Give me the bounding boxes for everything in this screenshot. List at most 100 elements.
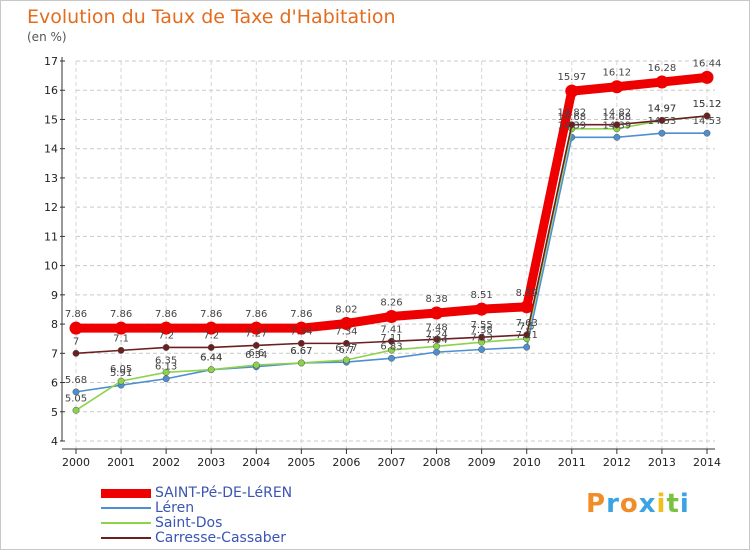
data-point: [159, 321, 173, 335]
y-tick-label: 7: [51, 347, 58, 360]
data-label: 14.97: [648, 103, 677, 114]
data-point: [703, 129, 711, 137]
y-tick-label: 11: [44, 230, 58, 243]
legend-label: Carresse-Cassaber: [155, 530, 286, 546]
legend-swatch: [101, 537, 151, 539]
data-label: 7.1: [113, 333, 129, 344]
data-point: [204, 321, 218, 335]
data-point: [658, 116, 666, 124]
data-label: 7.86: [290, 309, 312, 320]
logo-letter: r: [606, 489, 620, 519]
data-point: [162, 375, 170, 383]
data-label: 7.55: [471, 320, 493, 331]
data-label: 6.44: [200, 353, 222, 364]
data-label: 7.86: [200, 309, 222, 320]
y-tick-label: 5: [51, 406, 58, 419]
legend-item-carresse-cassaber: Carresse-Cassaber: [101, 530, 286, 546]
data-point: [478, 346, 486, 353]
data-label: 7.86: [245, 309, 267, 320]
axis-layer: 4 5 6 7 8 9 10 11 12 13 14 15 16 17 2000 2001 2002 2003 20…: [44, 55, 721, 469]
y-tick-label: 8: [51, 318, 58, 331]
data-label: 7.2: [158, 330, 174, 341]
data-point: [658, 129, 666, 137]
y-tick-label: 12: [44, 201, 58, 214]
data-label: 7.11: [380, 333, 402, 344]
data-point: [69, 321, 83, 335]
data-point: [252, 361, 260, 369]
data-label: 15.12: [693, 99, 722, 110]
data-point: [700, 70, 714, 84]
data-label: 7.5: [519, 322, 535, 333]
data-point: [207, 344, 215, 351]
data-label: 6.67: [290, 346, 312, 357]
data-point: [475, 302, 489, 316]
data-point: [162, 368, 170, 376]
data-point: [252, 341, 260, 349]
x-tick-label: 2014: [693, 456, 721, 469]
data-label: 7.34: [290, 326, 312, 337]
logo-letter: i: [679, 489, 690, 519]
x-tick-label: 2007: [378, 456, 406, 469]
data-label: 14.53: [648, 116, 677, 127]
data-point: [72, 349, 80, 357]
data-label: 7.24: [425, 329, 447, 340]
data-label: 7.86: [110, 309, 132, 320]
x-tick-label: 2006: [332, 456, 360, 469]
data-label: 6.67: [290, 346, 312, 357]
legend-item-saint-pe: SAINT-Pé-DE-LéREN: [101, 485, 292, 501]
data-label: 8.59: [516, 288, 538, 299]
data-label: 7: [73, 336, 79, 347]
y-tick-label: 4: [51, 435, 58, 448]
legend-label: SAINT-Pé-DE-LéREN: [155, 485, 293, 501]
data-point: [613, 133, 621, 141]
data-point: [162, 344, 170, 351]
data-label: 6.77: [335, 343, 357, 354]
data-point: [610, 80, 624, 94]
data-point: [388, 354, 395, 362]
x-tick-label: 2012: [603, 456, 631, 469]
legend-swatch: [101, 507, 151, 509]
y-axis-unit: (en %): [27, 30, 67, 44]
data-label: 8.02: [335, 304, 357, 315]
legend-item-leren: Léren: [101, 500, 194, 516]
data-label: 7.38: [471, 325, 493, 336]
legend-swatch: [101, 488, 151, 498]
data-point: [388, 346, 395, 354]
data-point: [655, 75, 669, 89]
data-label: 14.97: [648, 103, 677, 114]
data-point: [385, 309, 398, 323]
data-label: 14.39: [557, 120, 586, 131]
data-point: [613, 121, 621, 129]
data-label: 7.34: [335, 326, 357, 337]
data-label: 6.05: [110, 364, 132, 375]
data-label: 5.91: [110, 368, 132, 379]
y-tick-label: 10: [44, 260, 58, 273]
x-tick-label: 2004: [242, 456, 270, 469]
data-label: 7.13: [471, 333, 493, 344]
data-point: [703, 112, 711, 120]
x-tick-label: 2013: [648, 456, 676, 469]
data-point: [114, 321, 128, 335]
data-point: [433, 342, 441, 350]
data-label: 16.28: [648, 63, 677, 74]
x-tick-label: 2002: [152, 456, 180, 469]
data-label: 5.05: [65, 393, 87, 404]
data-label-layer: 5.685.916.136.44 6.54 6.67 6.7 6.837.04 7.13 7…: [65, 58, 721, 404]
y-tick-label: 16: [44, 84, 58, 97]
data-point: [523, 343, 531, 351]
data-label: 6.83: [380, 341, 402, 352]
legend-label: Saint-Dos: [155, 515, 223, 531]
data-point: [430, 306, 444, 320]
data-label: 7.27: [245, 328, 267, 339]
data-label: 8.51: [471, 290, 493, 301]
x-tick-label: 2000: [62, 456, 90, 469]
y-tick-label: 14: [44, 143, 58, 156]
data-label: 14.53: [693, 116, 722, 127]
data-label: 6.6: [248, 348, 264, 359]
data-label: 7.2: [203, 330, 219, 341]
data-label: 7.21: [516, 330, 538, 341]
data-label: 7.04: [425, 335, 447, 346]
x-tick-label: 2001: [107, 456, 135, 469]
data-point: [478, 333, 486, 341]
